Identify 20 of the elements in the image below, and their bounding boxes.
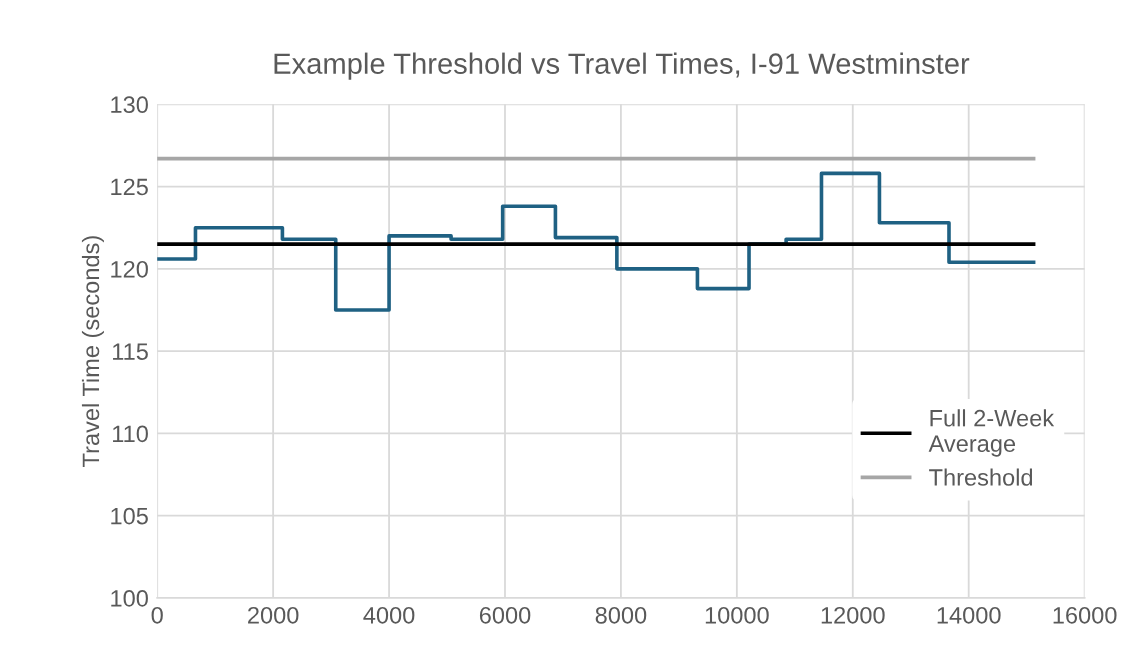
y-tick-label: 100 xyxy=(111,590,148,607)
x-tick-label: 6000 xyxy=(479,606,531,624)
x-tick-label: 8000 xyxy=(595,606,647,624)
y-tick-label: 105 xyxy=(111,507,148,525)
legend-label: Full 2-Week Average xyxy=(928,409,1055,457)
y-tick-label: 120 xyxy=(111,260,148,278)
y-tick-label: 125 xyxy=(111,178,148,196)
x-tick-label: 2000 xyxy=(248,606,299,624)
x-tick-label: 10000 xyxy=(705,606,769,624)
x-tick-label: 14000 xyxy=(937,606,1001,624)
x-tick-label: 16000 xyxy=(1053,606,1117,624)
y-tick-label: 130 xyxy=(111,96,148,114)
y-tick-label: 115 xyxy=(113,343,148,360)
y-axis-title: Travel Time (seconds) xyxy=(81,236,104,467)
x-tick-label: 4000 xyxy=(363,606,415,624)
x-tick-label: 12000 xyxy=(821,606,885,624)
y-tick-label: 110 xyxy=(113,425,148,443)
chart-title: Example Threshold vs Travel Times, I-91 Westminster xyxy=(274,52,970,80)
x-tick-label: 0 xyxy=(151,606,163,624)
legend-label: Threshold xyxy=(929,468,1033,486)
